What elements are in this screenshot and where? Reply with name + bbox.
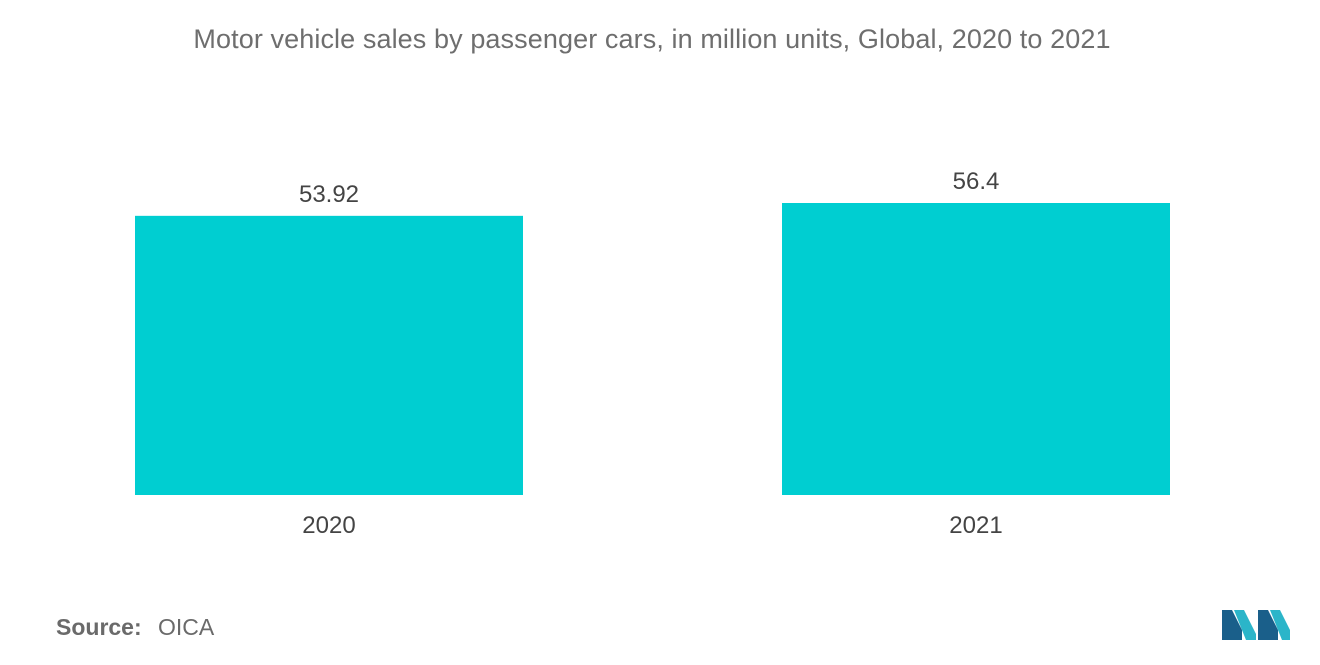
x-tick-label-2021: 2021 xyxy=(949,512,1002,539)
source-value: OICA xyxy=(158,614,215,640)
chart-title: Motor vehicle sales by passenger cars, i… xyxy=(193,24,1111,54)
bar-2020 xyxy=(135,215,523,495)
mordor-intelligence-logo-icon xyxy=(1222,610,1290,640)
x-tick-label-2020: 2020 xyxy=(302,512,355,539)
bar-2021 xyxy=(782,203,1170,495)
source-label: Source: xyxy=(56,614,142,640)
data-label-2021: 56.4 xyxy=(953,168,1000,195)
data-label-2020: 53.92 xyxy=(299,181,359,208)
source-note: Source: OICA xyxy=(56,614,214,641)
